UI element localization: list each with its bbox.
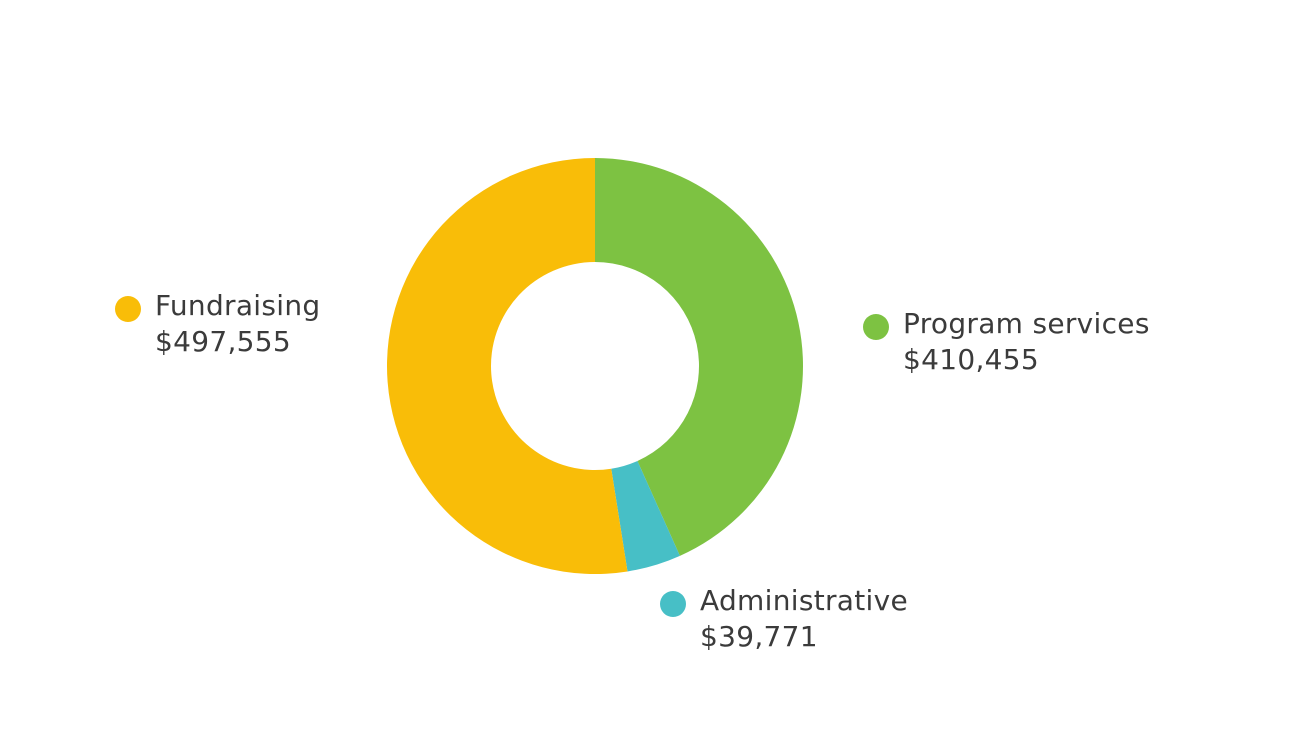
legend-text-fundraising: Fundraising $497,555 bbox=[155, 288, 320, 360]
legend-item-program-services: Program services $410,455 bbox=[863, 306, 1150, 378]
legend-label-fundraising: Fundraising bbox=[155, 289, 321, 322]
program-services-color-dot bbox=[863, 314, 889, 340]
donut-slice-program-services bbox=[595, 158, 804, 556]
legend-item-fundraising: Fundraising $497,555 bbox=[115, 288, 320, 360]
legend-label-administrative: Administrative bbox=[700, 584, 909, 617]
administrative-color-dot bbox=[660, 591, 686, 617]
fundraising-color-dot bbox=[115, 296, 141, 322]
legend-item-administrative: Administrative $39,771 bbox=[660, 583, 908, 655]
legend-text-administrative: Administrative $39,771 bbox=[700, 583, 908, 655]
legend-value-fundraising: $497,555 bbox=[155, 325, 292, 358]
legend-label-program-services: Program services bbox=[903, 307, 1150, 340]
legend-value-administrative: $39,771 bbox=[700, 620, 818, 653]
legend-value-program-services: $410,455 bbox=[903, 343, 1040, 376]
legend-text-program-services: Program services $410,455 bbox=[903, 306, 1150, 378]
donut-slice-fundraising bbox=[386, 158, 628, 574]
donut-slice-administrative bbox=[611, 460, 680, 572]
